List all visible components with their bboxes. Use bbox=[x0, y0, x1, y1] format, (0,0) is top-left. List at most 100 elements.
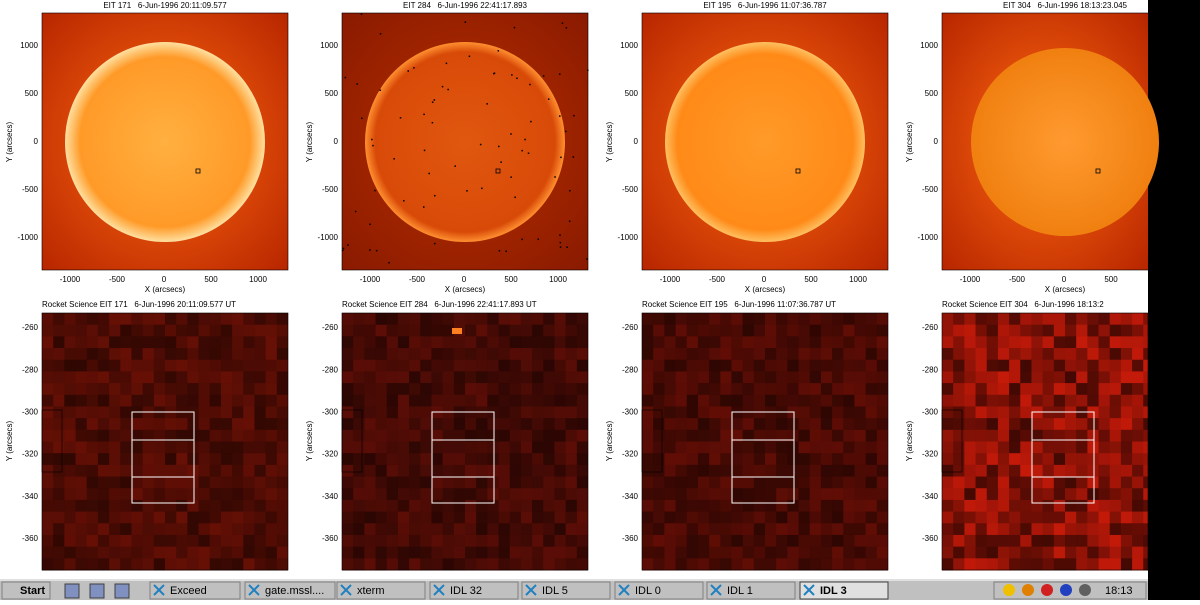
tray-icon[interactable] bbox=[1060, 584, 1072, 596]
pixel bbox=[453, 453, 466, 466]
pixel bbox=[142, 453, 155, 466]
pixel bbox=[86, 558, 99, 571]
task-button[interactable] bbox=[149, 581, 241, 600]
pixel bbox=[353, 499, 365, 513]
roi-box bbox=[431, 439, 495, 504]
pixel bbox=[198, 429, 211, 442]
task-label[interactable]: Exceed bbox=[170, 585, 207, 597]
task-label[interactable]: IDL 1 bbox=[727, 585, 753, 597]
pixel bbox=[520, 453, 533, 466]
pixel bbox=[798, 429, 811, 442]
pixel bbox=[1109, 546, 1122, 559]
pixel bbox=[543, 488, 555, 501]
pixel bbox=[1143, 359, 1148, 372]
pixel bbox=[576, 453, 588, 466]
tray-icon[interactable] bbox=[1079, 584, 1091, 596]
pixel bbox=[520, 371, 533, 384]
tray-icon[interactable] bbox=[1022, 584, 1034, 596]
pixel bbox=[532, 371, 544, 384]
pixel bbox=[753, 441, 766, 454]
quick-launch-icon[interactable] bbox=[64, 583, 80, 599]
task-label[interactable]: xterm bbox=[357, 585, 385, 597]
quick-launch-icon[interactable] bbox=[114, 583, 130, 599]
pixel bbox=[1109, 464, 1122, 478]
noise bbox=[479, 143, 482, 146]
task-label[interactable]: gate.mssl.... bbox=[265, 585, 324, 597]
pixel bbox=[576, 394, 588, 407]
pixel bbox=[498, 324, 511, 337]
pixel bbox=[653, 383, 665, 396]
pixel bbox=[576, 476, 588, 489]
pixel bbox=[565, 453, 578, 466]
pixel bbox=[1132, 324, 1144, 337]
pixel bbox=[720, 511, 732, 524]
y-tick-label: -300 bbox=[22, 408, 39, 417]
pixel bbox=[487, 394, 500, 407]
pixel bbox=[675, 394, 688, 407]
quick-launch-icon[interactable] bbox=[89, 583, 105, 599]
task-button[interactable] bbox=[244, 581, 336, 600]
noise bbox=[586, 258, 588, 260]
pixel bbox=[86, 441, 99, 454]
pixel bbox=[809, 499, 822, 513]
pixel bbox=[686, 476, 699, 489]
pixel bbox=[1031, 511, 1044, 524]
pixel bbox=[798, 324, 811, 337]
task-label[interactable]: IDL 5 bbox=[542, 585, 568, 597]
x-tick-label: -500 bbox=[109, 275, 126, 284]
task-button[interactable] bbox=[706, 581, 796, 600]
pixel bbox=[532, 336, 544, 349]
pixel bbox=[986, 359, 999, 372]
pixel bbox=[509, 394, 522, 407]
pixel bbox=[431, 534, 444, 548]
task-button[interactable] bbox=[614, 581, 704, 600]
pixel bbox=[465, 441, 477, 454]
pixel bbox=[1009, 441, 1021, 454]
pixel bbox=[353, 534, 365, 548]
start-button[interactable] bbox=[1, 581, 51, 600]
tray-icon[interactable] bbox=[1041, 584, 1053, 596]
task-label[interactable]: IDL 0 bbox=[635, 585, 661, 597]
task-button[interactable] bbox=[429, 581, 519, 600]
start-label[interactable]: Start bbox=[20, 585, 45, 597]
pixel bbox=[498, 371, 511, 384]
task-button[interactable] bbox=[799, 581, 889, 600]
pixel bbox=[942, 348, 954, 361]
pixel bbox=[232, 394, 244, 407]
pixel bbox=[165, 348, 177, 361]
zoom-image bbox=[342, 313, 588, 571]
pixel bbox=[675, 348, 688, 361]
pixel bbox=[364, 429, 377, 442]
pixel bbox=[42, 406, 54, 419]
pixel bbox=[832, 394, 844, 407]
y-tick-label: 1000 bbox=[320, 41, 338, 50]
pixel bbox=[1143, 324, 1148, 337]
pixel bbox=[1098, 348, 1111, 361]
task-label[interactable]: IDL 3 bbox=[820, 585, 847, 597]
pixel bbox=[809, 429, 822, 442]
pixel bbox=[1031, 324, 1044, 337]
pixel bbox=[731, 511, 744, 524]
pixel bbox=[776, 558, 788, 571]
pixel bbox=[642, 534, 654, 548]
pixel bbox=[576, 371, 588, 384]
task-label[interactable]: IDL 32 bbox=[450, 585, 482, 597]
task-button[interactable] bbox=[521, 581, 611, 600]
pixel bbox=[1065, 546, 1077, 559]
pixel bbox=[1009, 371, 1021, 384]
pixel bbox=[876, 418, 888, 431]
pixel bbox=[498, 523, 511, 536]
pixel bbox=[254, 406, 267, 419]
tray-icon[interactable] bbox=[1003, 584, 1015, 596]
pixel bbox=[465, 418, 477, 431]
pixel bbox=[1076, 488, 1088, 501]
pixel bbox=[131, 324, 144, 337]
pixel bbox=[843, 418, 855, 431]
pixel bbox=[487, 464, 500, 478]
pixel bbox=[1087, 511, 1100, 524]
pixel bbox=[1098, 313, 1111, 326]
pixel bbox=[1020, 418, 1032, 431]
pixel bbox=[953, 441, 965, 454]
task-button[interactable] bbox=[336, 581, 426, 600]
pixel bbox=[397, 546, 410, 559]
